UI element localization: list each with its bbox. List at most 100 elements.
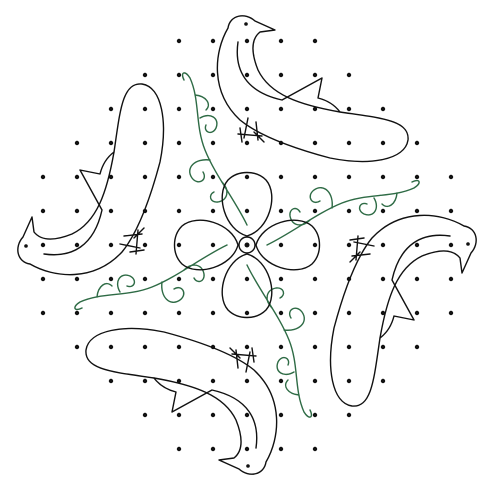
dot (176, 344, 182, 350)
dot (346, 208, 352, 214)
dot (244, 446, 250, 452)
dot (346, 106, 352, 112)
dot (278, 72, 284, 78)
dot (210, 310, 216, 316)
dot (176, 72, 182, 78)
dot (346, 276, 352, 282)
dot (40, 208, 46, 214)
dot (346, 310, 352, 316)
dot (108, 174, 114, 180)
peacock-bottom (85, 327, 278, 475)
dot (142, 412, 148, 418)
dot (380, 344, 386, 350)
dot (142, 242, 148, 248)
dot (414, 140, 420, 146)
dot (346, 378, 352, 384)
dot (278, 446, 284, 452)
peacock-top (216, 15, 409, 163)
dot (414, 208, 420, 214)
dot (346, 140, 352, 146)
dot (346, 412, 352, 418)
dot (244, 412, 250, 418)
dot (312, 174, 318, 180)
dot (142, 208, 148, 214)
dot (210, 38, 216, 44)
dot (380, 276, 386, 282)
dot (210, 276, 216, 282)
dot (414, 242, 420, 248)
dot (142, 344, 148, 350)
dot (244, 344, 250, 350)
dot (278, 140, 284, 146)
dot (278, 310, 284, 316)
dot (176, 208, 182, 214)
dot (176, 378, 182, 384)
dot (244, 310, 250, 316)
dot (74, 344, 80, 350)
dot (278, 106, 284, 112)
dot (312, 208, 318, 214)
dot (414, 276, 420, 282)
dot (108, 344, 114, 350)
dot (448, 276, 454, 282)
peacock-right (329, 214, 477, 407)
dot (312, 446, 318, 452)
vine (181, 72, 248, 226)
dot (210, 174, 216, 180)
dot (278, 378, 284, 384)
dot (278, 38, 284, 44)
dot (278, 174, 284, 180)
dot (312, 242, 318, 248)
dot (74, 140, 80, 146)
dot (210, 378, 216, 384)
dot (448, 174, 454, 180)
dot (380, 106, 386, 112)
dot (244, 38, 250, 44)
dot (448, 310, 454, 316)
dot (312, 38, 318, 44)
dot (312, 72, 318, 78)
dot (74, 276, 80, 282)
dot (210, 344, 216, 350)
dots (40, 38, 454, 452)
dot (210, 412, 216, 418)
dot (210, 140, 216, 146)
dot (74, 310, 80, 316)
dot (380, 378, 386, 384)
dot (244, 208, 250, 214)
dot (312, 140, 318, 146)
dot (108, 106, 114, 112)
dot (244, 106, 250, 112)
dot (108, 208, 114, 214)
dot (244, 140, 250, 146)
dot (414, 310, 420, 316)
dot (278, 276, 284, 282)
dot (108, 242, 114, 248)
dot (244, 174, 250, 180)
dot (312, 310, 318, 316)
dot (380, 174, 386, 180)
dot (380, 140, 386, 146)
dot (108, 310, 114, 316)
dot (40, 242, 46, 248)
vine (74, 244, 228, 311)
dot (176, 106, 182, 112)
dot (176, 412, 182, 418)
dot (210, 446, 216, 452)
dot (346, 72, 352, 78)
dot (278, 344, 284, 350)
dot (244, 378, 250, 384)
dot (244, 72, 250, 78)
dot (244, 276, 250, 282)
dot (312, 344, 318, 350)
dot (210, 208, 216, 214)
dot (40, 276, 46, 282)
dot (312, 378, 318, 384)
dot (312, 276, 318, 282)
dot (414, 344, 420, 350)
dot (108, 276, 114, 282)
dot (176, 174, 182, 180)
dot (108, 140, 114, 146)
dot (176, 140, 182, 146)
